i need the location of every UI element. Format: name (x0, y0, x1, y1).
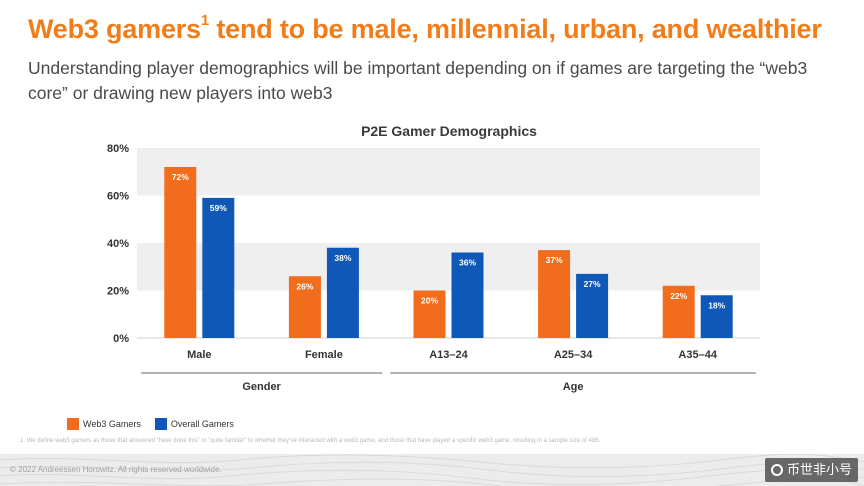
legend-label-overall: Overall Gamers (170, 419, 234, 429)
data-label: 26% (296, 281, 313, 291)
contour-pattern (0, 454, 864, 486)
y-axis-ticks: 0% 20% 40% 60% 80% (107, 143, 129, 345)
bar-overall (451, 252, 484, 338)
copyright: © 2022 Andreessen Horowitz. All rights r… (10, 465, 222, 474)
y-tick-label: 60% (107, 191, 129, 203)
data-label: 18% (708, 300, 725, 310)
legend-label-web3: Web3 Gamers (83, 419, 141, 429)
bar-web3 (413, 290, 446, 338)
footer: © 2022 Andreessen Horowitz. All rights r… (0, 454, 864, 486)
legend-item-overall: Overall Gamers (154, 418, 234, 430)
chart-title: P2E Gamer Demographics (361, 123, 537, 139)
data-label: 36% (459, 258, 476, 268)
y-tick-label: 0% (113, 333, 129, 345)
data-label: 59% (210, 203, 227, 213)
legend-swatch-overall (154, 418, 167, 430)
data-label: 72% (172, 172, 189, 182)
bar-overall (202, 197, 235, 338)
x-tick-label: A35–44 (678, 349, 717, 361)
data-label: 38% (334, 253, 351, 263)
legend-item-web3: Web3 Gamers (67, 418, 141, 430)
footnote: 1. We define web3 gamers as those that a… (20, 438, 601, 444)
bar-overall (326, 247, 359, 338)
watermark-text: 币世非小号 (786, 462, 852, 477)
headline: Web3 gamers1 tend to be male, millennial… (28, 12, 822, 45)
headline-text-rest: tend to be male, millennial, urban, and … (209, 14, 822, 44)
headline-footnote-marker: 1 (200, 12, 210, 29)
headline-text: Web3 gamers (28, 14, 201, 44)
x-tick-label: A25–34 (554, 349, 593, 361)
bars: 72% 59% 26% 38% 20% 36% 37% 27% 22% 18% (164, 167, 733, 338)
bar-web3 (662, 285, 695, 338)
x-tick-label: A13–24 (429, 349, 468, 361)
bar-overall (576, 273, 609, 338)
bar-overall (700, 295, 733, 338)
bar-chart: P2E Gamer Demographics 0% 20% 40% 60% 80% 72… (107, 123, 760, 393)
y-tick-label: 80% (107, 143, 129, 155)
group-label: Age (563, 381, 584, 393)
watermark: 币世非小号 (764, 458, 858, 482)
group-label: Gender (242, 381, 281, 393)
y-tick-label: 40% (107, 238, 129, 250)
y-tick-label: 20% (107, 286, 129, 298)
data-label: 37% (546, 255, 563, 265)
legend-swatch-web3 (67, 418, 79, 430)
category-groups: Gender Age (141, 372, 756, 393)
subheadline: Understanding player demographics will b… (28, 58, 808, 103)
data-label: 22% (670, 291, 687, 301)
data-label: 20% (421, 296, 438, 306)
grid-bands (137, 148, 760, 339)
x-tick-label: Female (305, 349, 343, 361)
bar-web3 (288, 276, 321, 338)
bar-web3 (164, 167, 197, 338)
x-axis-labels: Male Female A13–24 A25–34 A35–44 (187, 349, 718, 361)
grid-band (137, 148, 760, 196)
bar-web3 (538, 250, 571, 338)
legend: Web3 Gamers Overall Gamers (67, 418, 234, 430)
x-tick-label: Male (187, 349, 211, 361)
data-label: 27% (584, 279, 601, 289)
watermark-logo-icon (770, 464, 783, 476)
grid-band (137, 243, 760, 291)
